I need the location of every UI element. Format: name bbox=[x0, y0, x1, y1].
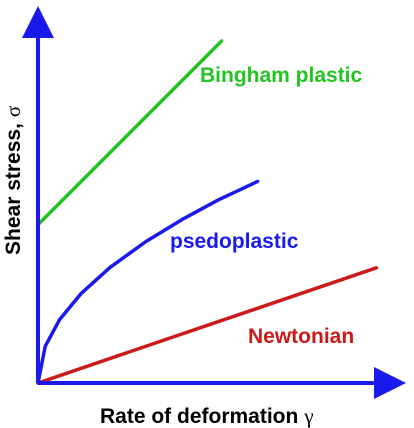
series-label-newtonian: Newtonian bbox=[248, 325, 354, 348]
series-label-psedoplastic: psedoplastic bbox=[170, 230, 299, 253]
plot-lines bbox=[36, 39, 379, 385]
series-label-bingham-plastic: Bingham plastic bbox=[200, 64, 363, 87]
series-line-bingham-plastic bbox=[36, 39, 224, 227]
series-line-psedoplastic bbox=[36, 179, 260, 385]
x-axis-label: Rate of deformation γ bbox=[100, 404, 314, 428]
series-line-newtonian bbox=[36, 266, 379, 385]
y-axis-label: Shear stress,σ bbox=[1, 106, 25, 255]
